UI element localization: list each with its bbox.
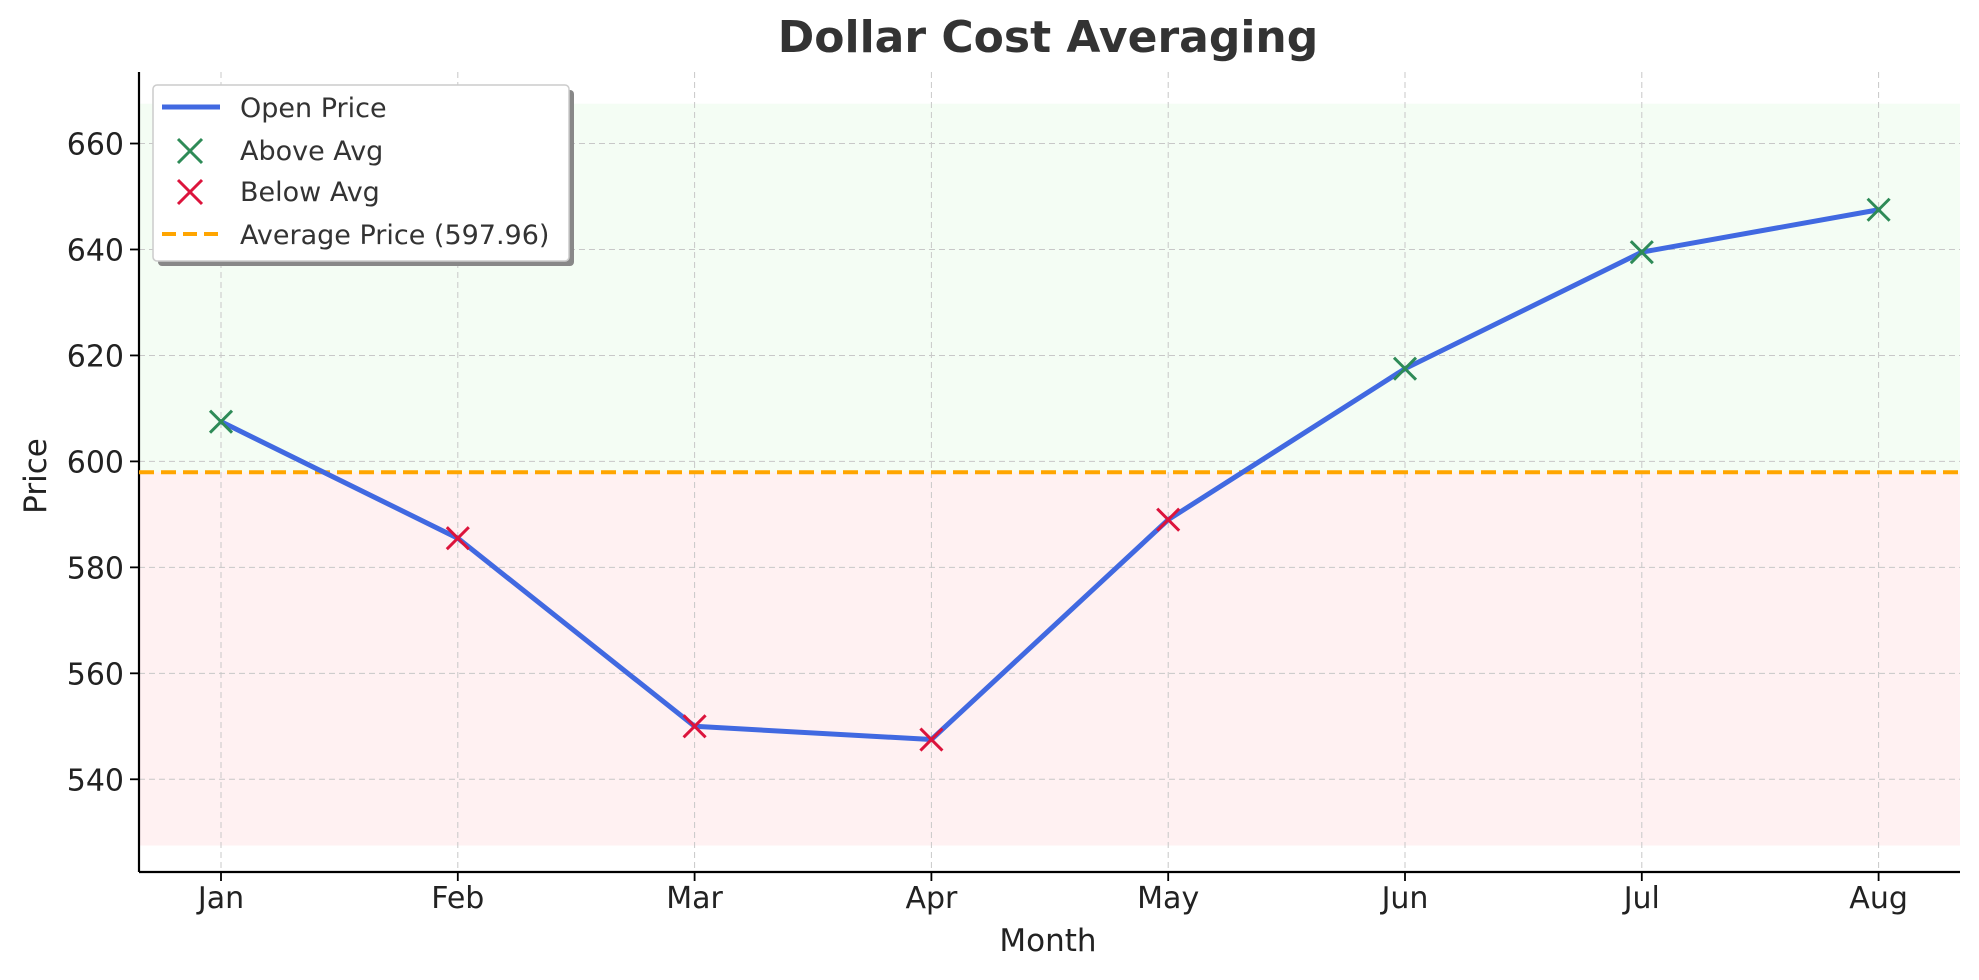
y-axis-label: Price	[18, 438, 54, 514]
marker-jan-above	[208, 409, 234, 434]
x-tick-label-mar: Mar	[666, 881, 723, 916]
x-tick-label-apr: Apr	[905, 881, 958, 916]
x-tick-label-jul: Jul	[1622, 881, 1660, 916]
x-tick-label-feb: Feb	[431, 881, 484, 916]
marker-layer	[208, 197, 1891, 752]
y-tick-label-620: 620	[67, 339, 124, 374]
x-tick-label-aug: Aug	[1849, 881, 1908, 916]
marker-mar-below	[682, 714, 707, 739]
y-tick-label-600: 600	[67, 445, 124, 480]
marker-jun-above	[1392, 356, 1418, 381]
y-tick-label-660: 660	[67, 128, 124, 163]
x-axis-label: Month	[999, 923, 1096, 959]
legend-label-above-avg: Above Avg	[240, 136, 383, 167]
y-tick-label-640: 640	[67, 233, 124, 268]
chart-title: Dollar Cost Averaging	[778, 12, 1318, 63]
marker-apr-below	[919, 727, 944, 752]
open-price-line	[218, 207, 1882, 743]
legend-label-average: Average Price (597.96)	[240, 220, 549, 251]
legend-above-marker	[176, 137, 204, 165]
below-average-band	[139, 472, 1960, 846]
legend: Open Price Above Avg Below Avg Average P…	[152, 84, 574, 266]
legend-label-open-price: Open Price	[240, 93, 387, 124]
y-tick-label-540: 540	[67, 763, 124, 798]
legend-label-below-avg: Below Avg	[240, 177, 380, 208]
x-tick-label-jun: Jun	[1380, 881, 1429, 916]
marker-feb-below	[445, 526, 470, 551]
series-layer	[218, 207, 1882, 743]
legend-box	[152, 84, 570, 262]
tick-labels: Jan Feb Mar Apr May Jun Jul Aug 540 560 580 600 620 6…	[67, 128, 1908, 916]
x-tick-label-jan: Jan	[196, 881, 244, 916]
legend-below-marker	[176, 178, 204, 206]
x-tick-label-may: May	[1137, 881, 1199, 916]
y-tick-label-580: 580	[67, 551, 124, 586]
background-bands	[139, 103, 1960, 846]
marker-may-below	[1156, 507, 1181, 532]
y-tick-label-560: 560	[67, 657, 124, 692]
marker-aug-above	[1866, 197, 1891, 222]
marker-jul-above	[1629, 240, 1654, 265]
